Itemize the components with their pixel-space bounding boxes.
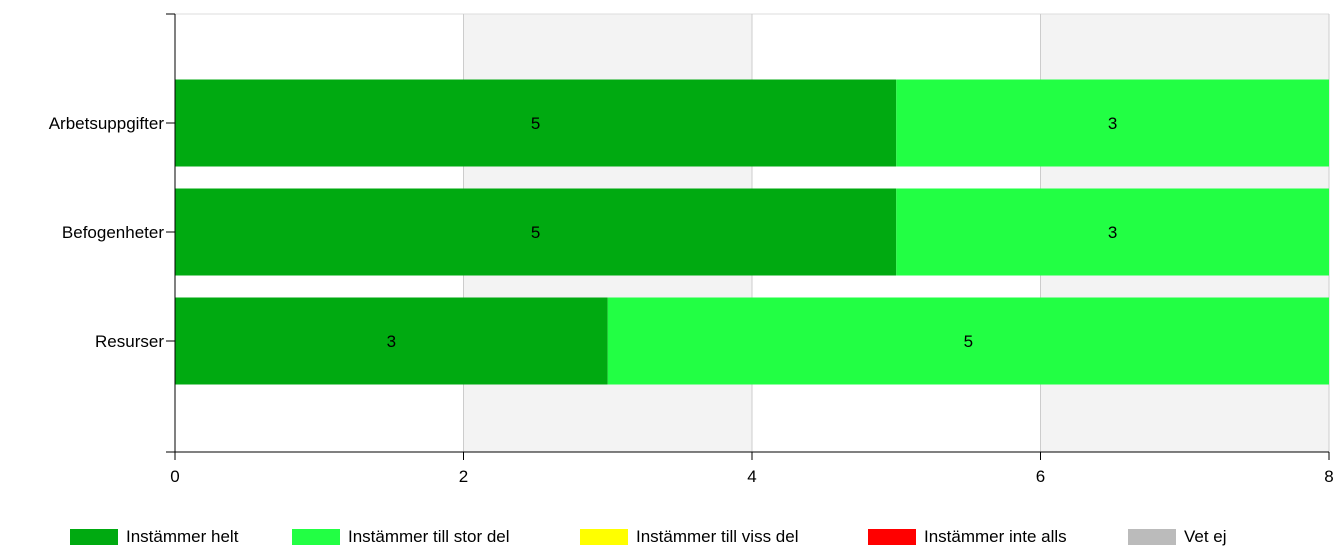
bar [607,297,1329,385]
bar [896,188,1329,276]
legend-swatch [580,529,628,545]
legend-item-instammer-helt: Instämmer helt [70,525,238,549]
chart-plot: 5 3 Arbetsuppgifter 5 3 Befogenheter 3 5 Resurse… [49,13,1334,486]
data-label: 5 [531,114,540,133]
bar [175,297,608,385]
legend-item-instammer-till-viss-del: Instämmer till viss del [580,525,798,549]
category-label: Resurser [95,332,164,351]
data-label: 5 [964,332,973,351]
legend-label: Vet ej [1184,527,1227,546]
legend-swatch [292,529,340,545]
legend-swatch [868,529,916,545]
legend-item-instammer-inte-alls: Instämmer inte alls [868,525,1067,549]
legend-item-vet-ej: Vet ej [1128,525,1227,549]
category-label: Befogenheter [62,223,164,242]
data-label: 3 [1108,114,1117,133]
legend-label: Instämmer till viss del [636,527,799,546]
legend-label: Instämmer helt [126,527,239,546]
category-label: Arbetsuppgifter [49,114,165,133]
data-label: 5 [531,223,540,242]
legend-label: Instämmer till stor del [348,527,510,546]
data-label: 3 [387,332,396,351]
legend-swatch [70,529,118,545]
bar [175,79,897,167]
legend-item-instammer-till-stor-del: Instämmer till stor del [292,525,510,549]
legend: Instämmer helt Instämmer till stor del I… [0,525,1336,549]
bar [175,188,897,276]
x-tick-label: 4 [747,467,756,486]
x-tick-label: 2 [459,467,468,486]
data-label: 3 [1108,223,1117,242]
x-tick-label: 6 [1036,467,1045,486]
bar [896,79,1329,167]
legend-label: Instämmer inte alls [924,527,1067,546]
x-tick-label: 8 [1324,467,1333,486]
x-tick-label: 0 [170,467,179,486]
legend-swatch [1128,529,1176,545]
